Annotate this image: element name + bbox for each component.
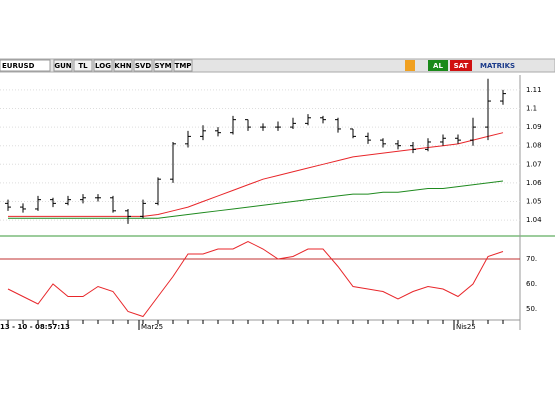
toolbar-button[interactable] bbox=[53, 59, 73, 72]
toolbar-button[interactable] bbox=[173, 59, 193, 72]
y-tick-label: 1.05 bbox=[526, 198, 542, 206]
rsi-line bbox=[7, 240, 504, 318]
y-tick-label: 70. bbox=[526, 255, 537, 263]
y-tick-label: 1.11 bbox=[526, 86, 542, 94]
toolbar-button[interactable] bbox=[93, 59, 113, 72]
toolbar-button-label: SVD bbox=[135, 62, 151, 70]
toolbar-button-label: GUN bbox=[54, 62, 71, 70]
timestamp: 13 - 10 - 08:57:13 bbox=[0, 323, 70, 331]
toolbar-button-label: LOG bbox=[95, 62, 111, 70]
buy-button[interactable] bbox=[428, 60, 448, 71]
toolbar-button-label: TMP bbox=[175, 62, 192, 70]
x-tick-label: Nis25 bbox=[456, 323, 476, 331]
brand: MATRIKS bbox=[480, 62, 515, 70]
toolbar-button-label: TL bbox=[78, 62, 88, 70]
y-tick-label: 50. bbox=[526, 305, 537, 313]
y-tick-label: 60. bbox=[526, 280, 537, 288]
y-tick-label: 1.09 bbox=[526, 123, 542, 131]
y-tick-label: 1.07 bbox=[526, 160, 542, 168]
x-tick-label: Mar25 bbox=[141, 323, 163, 331]
toolbar-button[interactable] bbox=[153, 59, 173, 72]
y-tick-label: 1.08 bbox=[526, 142, 542, 150]
sell-label: SAT bbox=[454, 62, 469, 70]
y-tick-label: 1.1 bbox=[526, 104, 537, 112]
toolbar-button[interactable] bbox=[73, 59, 93, 72]
moving-average bbox=[8, 180, 504, 219]
toolbar-button[interactable] bbox=[133, 59, 153, 72]
buy-label: AL bbox=[433, 62, 443, 70]
y-tick-label: 1.06 bbox=[526, 179, 542, 187]
sell-button[interactable] bbox=[450, 60, 472, 71]
moving-average bbox=[8, 132, 504, 217]
symbol: EURUSD bbox=[2, 62, 35, 70]
toolbar-button-label: KHN bbox=[114, 62, 131, 70]
toolbar-button[interactable] bbox=[113, 59, 133, 72]
icon bbox=[405, 60, 415, 71]
symbol-box[interactable] bbox=[0, 59, 51, 72]
toolbar-button-label: SYM bbox=[154, 62, 171, 70]
y-tick-label: 1.04 bbox=[526, 216, 542, 224]
